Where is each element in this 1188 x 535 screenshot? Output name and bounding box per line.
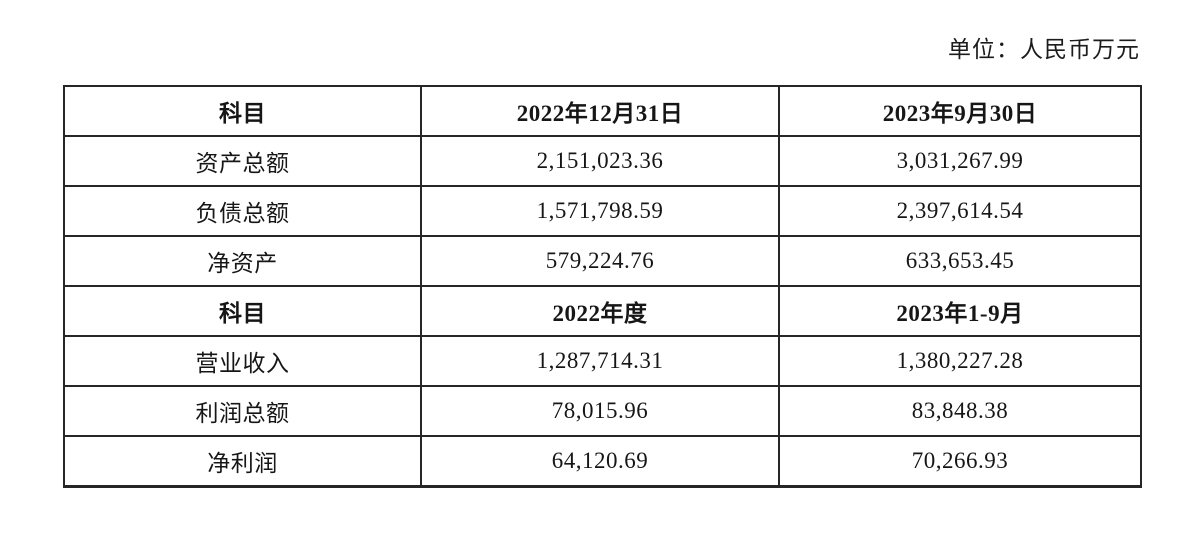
table-header-row: 科目 2022年12月31日 2023年9月30日 (63, 85, 1142, 137)
header-cell-subject: 科目 (63, 285, 422, 337)
header-cell-date-2: 2023年9月30日 (778, 85, 1142, 137)
table-header-row: 科目 2022年度 2023年1-9月 (63, 285, 1142, 337)
row-label: 负债总额 (63, 185, 422, 237)
value-cell: 633,653.45 (778, 235, 1142, 287)
row-label: 净利润 (63, 435, 422, 487)
value-cell: 3,031,267.99 (778, 135, 1142, 187)
row-label: 资产总额 (63, 135, 422, 187)
financial-table: 科目 2022年12月31日 2023年9月30日 资产总额 2,151,023… (63, 85, 1142, 488)
unit-label: 单位：人民币万元 (948, 37, 1140, 62)
value-cell: 1,380,227.28 (778, 335, 1142, 387)
value-cell: 78,015.96 (420, 385, 780, 437)
value-cell: 64,120.69 (420, 435, 780, 487)
value-cell: 579,224.76 (420, 235, 780, 287)
table-row-total-liabilities: 负债总额 1,571,798.59 2,397,614.54 (63, 185, 1142, 237)
table-row-net-profit: 净利润 64,120.69 70,266.93 (63, 435, 1142, 487)
row-label: 利润总额 (63, 385, 422, 437)
value-cell: 1,571,798.59 (420, 185, 780, 237)
table-row-operating-revenue: 营业收入 1,287,714.31 1,380,227.28 (63, 335, 1142, 387)
table-row-total-profit: 利润总额 78,015.96 83,848.38 (63, 385, 1142, 437)
value-cell: 2,151,023.36 (420, 135, 780, 187)
header-cell-period-2: 2023年1-9月 (778, 285, 1142, 337)
header-cell-subject: 科目 (63, 85, 422, 137)
row-label: 净资产 (63, 235, 422, 287)
table-row-net-assets: 净资产 579,224.76 633,653.45 (63, 235, 1142, 287)
value-cell: 2,397,614.54 (778, 185, 1142, 237)
table-row-total-assets: 资产总额 2,151,023.36 3,031,267.99 (63, 135, 1142, 187)
header-cell-date-1: 2022年12月31日 (420, 85, 780, 137)
row-label: 营业收入 (63, 335, 422, 387)
header-cell-period-1: 2022年度 (420, 285, 780, 337)
value-cell: 70,266.93 (778, 435, 1142, 487)
value-cell: 83,848.38 (778, 385, 1142, 437)
value-cell: 1,287,714.31 (420, 335, 780, 387)
